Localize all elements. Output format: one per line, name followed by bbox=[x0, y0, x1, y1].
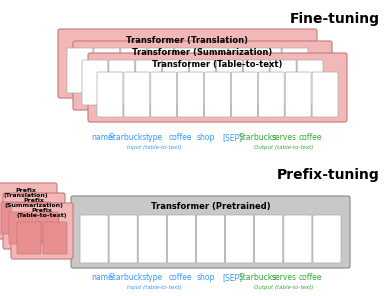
Text: shop: shop bbox=[197, 133, 215, 142]
FancyBboxPatch shape bbox=[178, 72, 204, 117]
Text: shop: shop bbox=[197, 274, 215, 282]
FancyBboxPatch shape bbox=[109, 215, 137, 263]
FancyBboxPatch shape bbox=[3, 193, 65, 249]
FancyBboxPatch shape bbox=[121, 48, 147, 93]
FancyBboxPatch shape bbox=[282, 48, 308, 93]
FancyBboxPatch shape bbox=[285, 72, 311, 117]
FancyBboxPatch shape bbox=[0, 183, 57, 239]
FancyBboxPatch shape bbox=[255, 215, 283, 263]
FancyBboxPatch shape bbox=[9, 212, 33, 244]
FancyBboxPatch shape bbox=[190, 60, 215, 105]
FancyBboxPatch shape bbox=[148, 48, 174, 93]
FancyBboxPatch shape bbox=[204, 72, 230, 117]
FancyBboxPatch shape bbox=[1, 202, 25, 234]
FancyBboxPatch shape bbox=[73, 41, 332, 110]
Text: serves: serves bbox=[271, 274, 296, 282]
FancyBboxPatch shape bbox=[217, 60, 242, 105]
Text: Transformer (Table-to-text): Transformer (Table-to-text) bbox=[152, 59, 283, 68]
FancyBboxPatch shape bbox=[151, 72, 177, 117]
Text: Transformer (Translation): Transformer (Translation) bbox=[127, 36, 249, 44]
FancyBboxPatch shape bbox=[109, 60, 135, 105]
FancyBboxPatch shape bbox=[167, 215, 196, 263]
FancyBboxPatch shape bbox=[67, 48, 93, 93]
Text: Starbucks: Starbucks bbox=[109, 274, 147, 282]
Text: name: name bbox=[91, 274, 113, 282]
FancyBboxPatch shape bbox=[284, 215, 312, 263]
Text: Input (table-to-text): Input (table-to-text) bbox=[127, 285, 181, 290]
Text: serves: serves bbox=[271, 133, 296, 142]
Text: Fine-tuning: Fine-tuning bbox=[290, 12, 380, 26]
FancyBboxPatch shape bbox=[231, 72, 257, 117]
Text: type: type bbox=[145, 133, 163, 142]
Text: Transformer (Summarization): Transformer (Summarization) bbox=[133, 47, 273, 57]
FancyBboxPatch shape bbox=[297, 60, 323, 105]
FancyBboxPatch shape bbox=[312, 72, 338, 117]
Text: [SEP]: [SEP] bbox=[222, 133, 242, 142]
Text: Prefix
(Translation): Prefix (Translation) bbox=[4, 188, 48, 198]
FancyBboxPatch shape bbox=[163, 60, 188, 105]
FancyBboxPatch shape bbox=[27, 202, 51, 234]
Text: Prefix
(Summarization): Prefix (Summarization) bbox=[5, 198, 63, 208]
FancyBboxPatch shape bbox=[80, 215, 108, 263]
FancyBboxPatch shape bbox=[35, 212, 59, 244]
FancyBboxPatch shape bbox=[196, 215, 224, 263]
FancyBboxPatch shape bbox=[226, 215, 254, 263]
FancyBboxPatch shape bbox=[258, 72, 284, 117]
FancyBboxPatch shape bbox=[201, 48, 227, 93]
FancyBboxPatch shape bbox=[255, 48, 281, 93]
FancyBboxPatch shape bbox=[94, 48, 120, 93]
FancyBboxPatch shape bbox=[138, 215, 166, 263]
FancyBboxPatch shape bbox=[228, 48, 254, 93]
Text: name: name bbox=[91, 133, 113, 142]
Text: Transformer (Pretrained): Transformer (Pretrained) bbox=[151, 202, 270, 212]
FancyBboxPatch shape bbox=[313, 215, 341, 263]
FancyBboxPatch shape bbox=[270, 60, 296, 105]
FancyBboxPatch shape bbox=[43, 222, 67, 254]
Text: Prefix
(Table-to-text): Prefix (Table-to-text) bbox=[17, 207, 67, 218]
Text: coffee: coffee bbox=[298, 274, 322, 282]
Text: Starbucks: Starbucks bbox=[109, 133, 147, 142]
Text: coffee: coffee bbox=[168, 133, 192, 142]
FancyBboxPatch shape bbox=[243, 60, 269, 105]
FancyBboxPatch shape bbox=[136, 60, 161, 105]
FancyBboxPatch shape bbox=[71, 196, 350, 268]
Text: Input (table-to-text): Input (table-to-text) bbox=[127, 145, 181, 150]
Text: type: type bbox=[145, 274, 163, 282]
FancyBboxPatch shape bbox=[174, 48, 201, 93]
Text: coffee: coffee bbox=[298, 133, 322, 142]
Text: Output (table-to-text): Output (table-to-text) bbox=[254, 285, 314, 290]
Text: Starbucks: Starbucks bbox=[239, 133, 277, 142]
Text: Prefix-tuning: Prefix-tuning bbox=[277, 168, 380, 182]
Text: [SEP]: [SEP] bbox=[222, 274, 242, 282]
FancyBboxPatch shape bbox=[58, 29, 317, 98]
FancyBboxPatch shape bbox=[82, 60, 108, 105]
FancyBboxPatch shape bbox=[97, 72, 123, 117]
Text: coffee: coffee bbox=[168, 274, 192, 282]
Text: Output (table-to-text): Output (table-to-text) bbox=[254, 145, 314, 150]
FancyBboxPatch shape bbox=[17, 222, 41, 254]
FancyBboxPatch shape bbox=[124, 72, 150, 117]
FancyBboxPatch shape bbox=[88, 53, 347, 122]
FancyBboxPatch shape bbox=[11, 203, 73, 259]
Text: Starbucks: Starbucks bbox=[239, 274, 277, 282]
